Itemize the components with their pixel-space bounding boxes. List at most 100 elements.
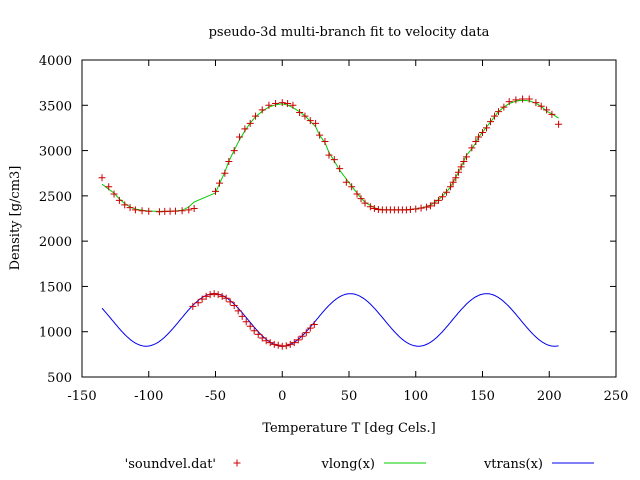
data-point-transverse — [286, 340, 294, 348]
data-point-longitudinal — [138, 207, 146, 215]
data-point-longitudinal — [241, 125, 249, 133]
data-point-longitudinal — [110, 190, 118, 198]
data-point-longitudinal — [417, 204, 425, 212]
data-point-longitudinal — [543, 106, 551, 114]
data-point-longitudinal — [258, 106, 266, 114]
data-point-longitudinal — [468, 144, 476, 152]
x-tick-label: 250 — [604, 389, 629, 404]
data-point-longitudinal — [121, 201, 129, 209]
data-point-longitudinal — [98, 174, 106, 182]
y-tick-label: 2000 — [39, 235, 72, 250]
data-point-longitudinal — [434, 196, 442, 204]
x-tick-label: 100 — [403, 389, 428, 404]
data-point-longitudinal — [284, 99, 292, 107]
data-point-longitudinal — [357, 195, 365, 203]
data-point-longitudinal — [361, 199, 369, 207]
x-tick-label: 0 — [278, 389, 286, 404]
data-point-longitudinal — [190, 205, 198, 213]
data-point-longitudinal — [336, 165, 344, 173]
data-point-longitudinal — [289, 101, 297, 109]
data-point-longitudinal — [353, 190, 361, 198]
data-point-longitudinal — [272, 99, 280, 107]
y-tick-label: 2500 — [39, 190, 72, 205]
data-point-transverse — [290, 339, 298, 347]
data-point-longitudinal — [483, 124, 491, 132]
data-point-longitudinal — [495, 108, 503, 116]
y-tick-label: 3500 — [39, 99, 72, 114]
data-point-longitudinal — [216, 179, 224, 187]
data-point-longitudinal — [446, 183, 454, 191]
data-point-longitudinal — [449, 178, 457, 186]
data-point-longitudinal — [438, 193, 446, 201]
data-point-longitudinal — [442, 188, 450, 196]
legend-label-vlong: vlong(x) — [321, 457, 376, 472]
tick-marks — [81, 59, 617, 378]
y-tick-label: 500 — [47, 371, 72, 386]
data-point-longitudinal — [472, 138, 480, 146]
data-point-transverse — [222, 294, 230, 302]
data-point-longitudinal — [548, 110, 556, 118]
data-point-longitudinal — [505, 98, 513, 106]
data-point-transverse — [202, 292, 210, 300]
data-point-transverse — [214, 291, 222, 299]
data-point-transverse — [189, 302, 197, 310]
data-point-longitudinal — [519, 95, 527, 103]
data-point-longitudinal — [512, 96, 520, 104]
data-point-longitudinal — [212, 187, 219, 195]
data-point-longitudinal — [348, 183, 356, 191]
legend-label-vtrans: vtrans(x) — [483, 457, 543, 472]
legend: 'soundvel.dat' vlong(x) vtrans(x) — [125, 457, 594, 472]
data-point-transverse — [306, 324, 314, 332]
data-point-longitudinal — [278, 99, 286, 107]
data-point-transverse — [206, 291, 214, 299]
data-point-longitudinal — [342, 178, 350, 186]
data-point-longitudinal — [105, 183, 113, 191]
data-point-transverse — [246, 322, 254, 330]
data-point-longitudinal — [460, 157, 468, 165]
x-axis-label: Temperature T [deg Cels.] — [262, 421, 435, 436]
x-tick-label: -50 — [205, 389, 226, 404]
data-point-transverse — [198, 295, 206, 303]
data-point-longitudinal — [185, 206, 193, 214]
data-point-longitudinal — [171, 207, 179, 215]
data-point-transverse — [310, 320, 318, 328]
data-point-longitudinal — [479, 128, 486, 136]
data-point-longitudinal — [452, 174, 460, 182]
data-point-longitudinal — [225, 157, 233, 165]
series-line-vtrans — [101, 293, 559, 347]
data-point-transverse — [270, 340, 278, 348]
data-point-transverse — [194, 299, 202, 307]
tick-labels: -150 -100 -50 0 50 100 150 200 250 500 1000 1500 200… — [39, 54, 629, 404]
data-point-longitudinal — [487, 118, 495, 126]
data-point-transverse — [242, 318, 250, 326]
data-point-transverse — [266, 339, 274, 347]
data-point-transverse — [298, 332, 306, 340]
data-point-longitudinal — [178, 207, 186, 215]
data-point-transverse — [254, 330, 262, 338]
data-point-longitudinal — [412, 205, 420, 213]
data-point-longitudinal — [525, 95, 533, 103]
data-point-longitudinal — [115, 196, 123, 204]
x-tick-label: 50 — [341, 389, 358, 404]
data-point-transverse — [294, 336, 302, 344]
y-tick-label: 1500 — [39, 280, 72, 295]
data-point-longitudinal — [532, 99, 540, 107]
data-point-longitudinal — [366, 203, 374, 211]
data-point-longitudinal — [312, 119, 320, 127]
x-tick-label: 200 — [537, 389, 562, 404]
fit-curves — [101, 99, 559, 347]
data-point-longitudinal — [537, 102, 545, 110]
data-point-longitudinal — [316, 131, 324, 139]
data-point-transverse — [302, 329, 310, 337]
legend-label-soundvel: 'soundvel.dat' — [125, 457, 216, 472]
y-tick-label: 3000 — [39, 145, 72, 160]
x-tick-label: -150 — [67, 389, 96, 404]
data-point-longitudinal — [230, 147, 238, 155]
data-point-longitudinal — [126, 204, 134, 212]
data-point-longitudinal — [430, 199, 438, 207]
data-point-transverse — [258, 334, 266, 342]
data-point-longitudinal — [145, 207, 153, 215]
data-point-longitudinal — [500, 103, 508, 111]
data-point-longitudinal — [330, 156, 338, 164]
